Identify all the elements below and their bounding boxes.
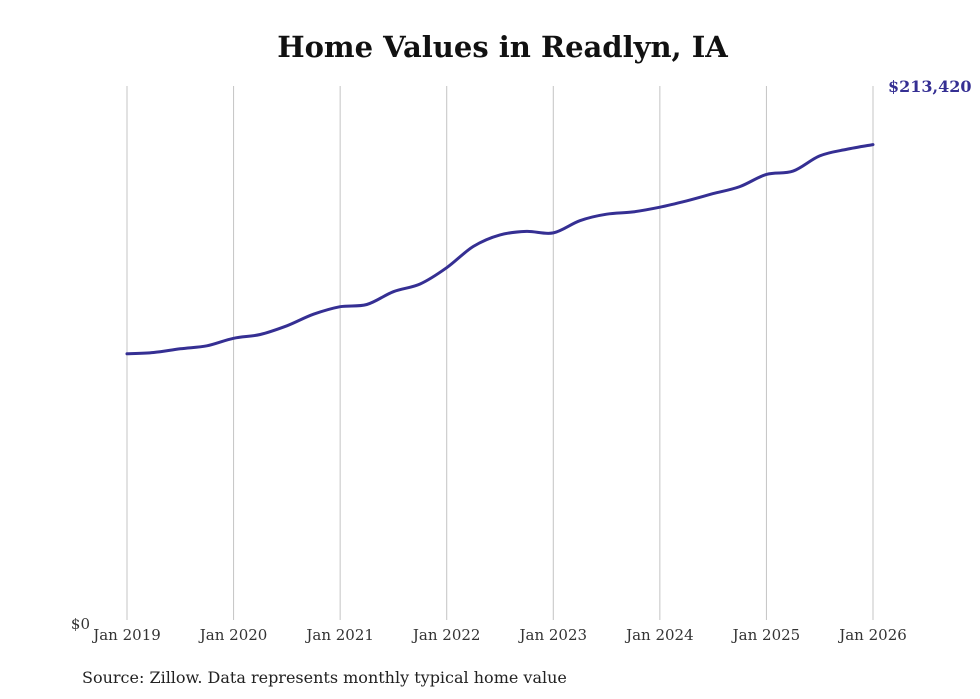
x-tick-label: Jan 2026 <box>837 626 907 644</box>
x-tick-label: Jan 2022 <box>411 626 481 644</box>
gridlines <box>126 86 874 620</box>
home-value-line <box>125 143 875 356</box>
source-note: Source: Zillow. Data represents monthly … <box>82 668 567 687</box>
y-tick-label-zero: $0 <box>71 615 90 633</box>
x-tick-label: Jan 2020 <box>198 626 268 644</box>
x-tick-label: Jan 2021 <box>304 626 374 644</box>
end-value-label: $213,420 <box>888 77 972 96</box>
x-tick-label: Jan 2019 <box>91 626 161 644</box>
chart-title: Home Values in Readlyn, IA <box>277 30 728 64</box>
x-tick-label: Jan 2023 <box>518 626 588 644</box>
x-tick-label: Jan 2024 <box>624 626 694 644</box>
x-axis-ticks: Jan 2019 Jan 2020 Jan 2021 Jan 2022 Jan 2023… <box>91 626 907 644</box>
series-line-group <box>125 143 875 356</box>
x-tick-label: Jan 2025 <box>731 626 801 644</box>
